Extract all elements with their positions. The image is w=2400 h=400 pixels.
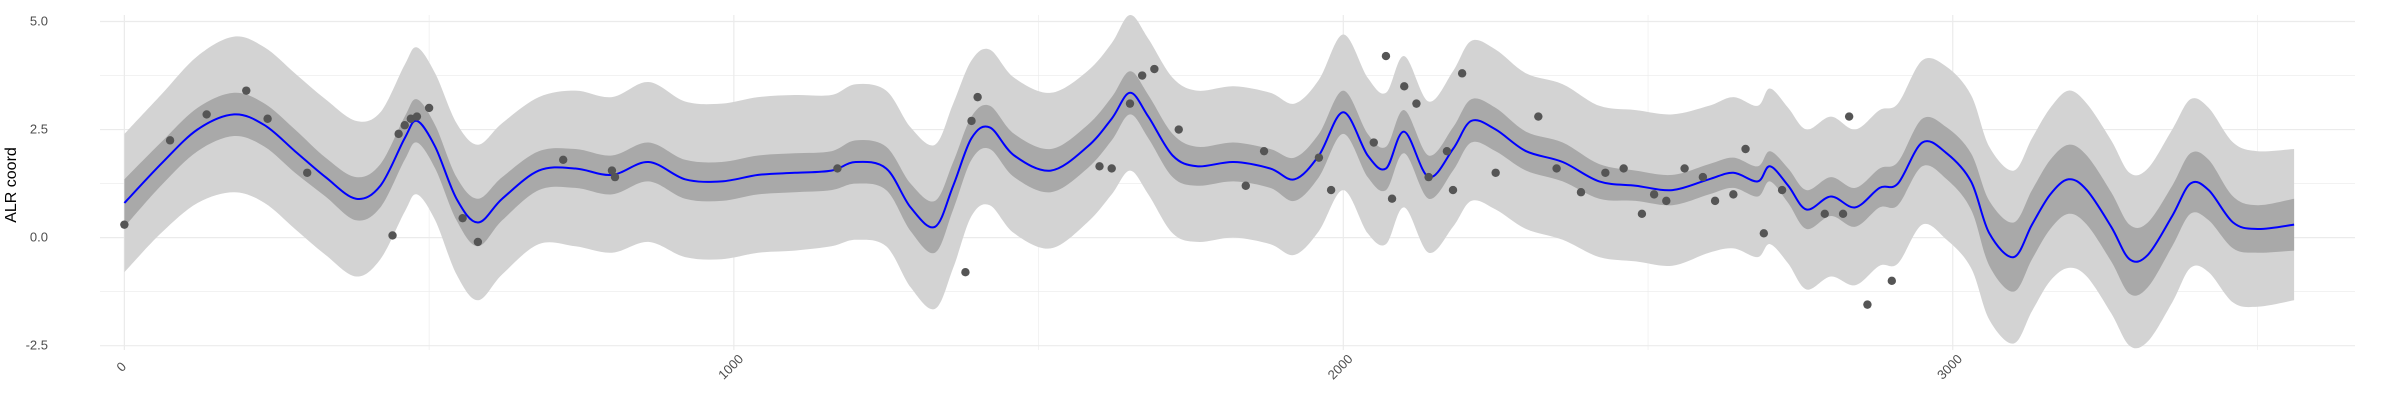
data-point bbox=[1534, 112, 1543, 121]
data-point bbox=[458, 213, 467, 223]
data-point bbox=[833, 164, 842, 173]
data-point bbox=[1424, 172, 1433, 182]
y-tick-label: -2.5 bbox=[26, 338, 48, 353]
data-point bbox=[1174, 125, 1183, 134]
data-point bbox=[610, 172, 620, 182]
x-tick-label: 0 bbox=[113, 359, 129, 375]
data-point bbox=[1314, 153, 1324, 162]
data-point bbox=[1820, 209, 1829, 219]
data-point bbox=[1741, 144, 1750, 154]
x-tick-label: 1000 bbox=[715, 351, 746, 382]
data-point bbox=[961, 267, 970, 277]
data-point bbox=[120, 220, 129, 229]
data-point bbox=[1369, 138, 1378, 147]
data-point bbox=[1619, 164, 1628, 173]
data-point bbox=[1710, 196, 1720, 206]
y-axis-title: ALR coord bbox=[3, 147, 20, 223]
data-point bbox=[1759, 229, 1769, 238]
data-point bbox=[394, 129, 403, 139]
data-point bbox=[165, 136, 175, 145]
data-point bbox=[1137, 71, 1147, 80]
data-point bbox=[973, 92, 982, 102]
data-point bbox=[263, 114, 272, 123]
data-point bbox=[967, 116, 976, 126]
data-point bbox=[473, 237, 483, 247]
data-point bbox=[1863, 300, 1872, 309]
mean-curve bbox=[123, 91, 2295, 263]
data-point bbox=[1241, 181, 1250, 190]
data-point bbox=[1107, 164, 1116, 173]
data-point bbox=[1387, 194, 1397, 203]
data-point bbox=[1601, 168, 1610, 177]
data-point bbox=[1400, 82, 1409, 91]
data-point bbox=[1491, 168, 1500, 177]
data-point bbox=[1576, 188, 1586, 197]
data-point bbox=[1150, 64, 1159, 74]
data-point bbox=[1412, 99, 1421, 108]
data-point bbox=[607, 166, 617, 175]
data-point bbox=[1662, 196, 1671, 206]
data-point bbox=[1381, 51, 1391, 61]
credible-bands bbox=[124, 14, 2295, 349]
data-point bbox=[388, 231, 397, 240]
data-point bbox=[1649, 190, 1659, 199]
data-point bbox=[1680, 164, 1689, 173]
y-tick-label: 5.0 bbox=[30, 13, 48, 28]
data-point bbox=[424, 103, 434, 113]
mean-line bbox=[123, 91, 2295, 263]
data-point bbox=[1552, 164, 1561, 173]
data-point bbox=[1125, 99, 1135, 108]
data-point bbox=[1887, 276, 1897, 286]
inner-credible-band bbox=[124, 71, 2295, 296]
data-point bbox=[303, 168, 312, 177]
data-point bbox=[1095, 162, 1104, 171]
y-tick-label: 2.5 bbox=[30, 122, 48, 137]
data-point bbox=[558, 155, 568, 165]
data-point bbox=[1637, 209, 1647, 219]
data-point bbox=[1326, 185, 1336, 195]
data-point bbox=[1259, 146, 1269, 156]
data-point bbox=[1838, 209, 1848, 219]
data-point bbox=[1448, 185, 1458, 195]
data-point bbox=[412, 112, 422, 121]
data-point bbox=[1729, 190, 1738, 199]
data-point bbox=[242, 86, 251, 95]
data-point bbox=[1844, 112, 1854, 121]
x-tick-label: 2000 bbox=[1325, 351, 1356, 382]
data-point bbox=[1457, 69, 1467, 78]
data-point bbox=[1442, 146, 1452, 156]
data-point bbox=[400, 121, 409, 130]
data-point bbox=[1698, 172, 1708, 182]
data-point bbox=[202, 110, 211, 119]
data-point bbox=[1777, 185, 1787, 195]
y-tick-label: 0.0 bbox=[30, 230, 48, 245]
observed-points bbox=[120, 51, 1897, 309]
x-tick-label: 3000 bbox=[1934, 351, 1965, 382]
